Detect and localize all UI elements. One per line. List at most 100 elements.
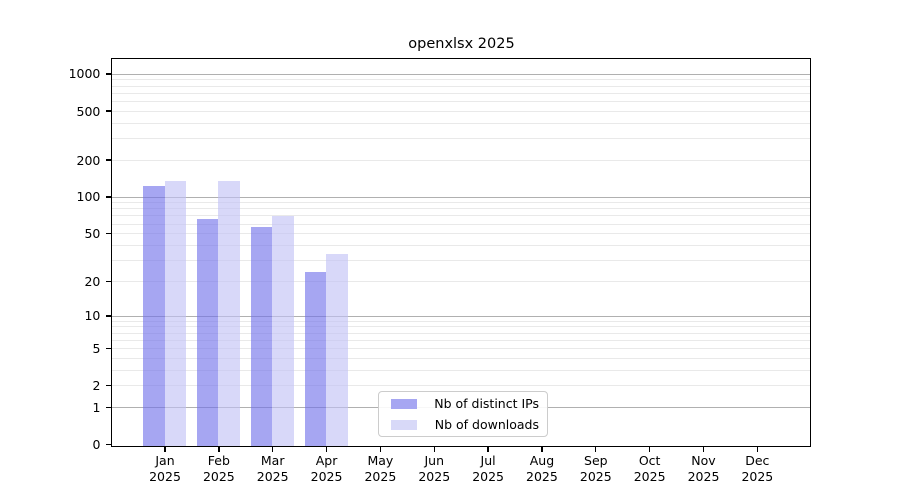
minor-gridline	[112, 215, 810, 217]
legend-swatch-downloads	[391, 419, 417, 430]
y-tick-mark	[106, 110, 112, 112]
x-tick-year: 2025	[687, 469, 720, 485]
y-tick-label: 1000	[68, 66, 101, 82]
minor-gridline	[112, 280, 810, 282]
y-tick-label: 2	[92, 378, 101, 394]
x-tick-label-feb: Feb 2025	[189, 453, 249, 486]
major-gridline	[112, 315, 810, 317]
chart-title: openxlsx 2025	[408, 36, 515, 52]
y-tick-label: 5	[92, 340, 101, 356]
bar-distinct-ips-mar	[250, 227, 273, 446]
legend-item-downloads: Nb of downloads	[387, 416, 539, 433]
x-tick-label-oct: Oct 2025	[620, 453, 680, 486]
x-tick-month: Apr	[315, 452, 338, 468]
minor-gridline	[112, 138, 810, 140]
y-tick-label: 100	[76, 189, 101, 205]
minor-gridline	[112, 85, 810, 87]
y-tick-label: 1	[92, 399, 101, 415]
bar-downloads-jan	[164, 181, 187, 446]
bar-downloads-feb	[218, 181, 240, 446]
x-tick-mark	[218, 446, 220, 452]
y-tick-mark	[106, 347, 112, 350]
major-gridline	[112, 73, 810, 75]
bar-distinct-ips-apr	[304, 272, 327, 446]
x-tick-month: Jul	[480, 452, 496, 468]
x-tick-label-sep: Sep 2025	[566, 453, 626, 486]
x-tick-year: 2025	[579, 469, 612, 485]
minor-gridline	[112, 385, 810, 387]
x-tick-mark	[648, 446, 651, 452]
legend-swatch-distinct-ips	[391, 398, 417, 409]
x-tick-label-jun: Jun 2025	[404, 453, 464, 486]
x-tick-year: 2025	[633, 469, 666, 485]
x-tick-year: 2025	[256, 469, 289, 485]
y-tick-mark	[106, 159, 112, 161]
x-tick-label-dec: Dec 2025	[727, 453, 787, 486]
x-tick-year: 2025	[310, 469, 343, 485]
bar-downloads-mar	[272, 215, 294, 446]
y-tick-mark	[106, 315, 112, 317]
x-tick-year: 2025	[202, 469, 235, 485]
y-tick-mark	[106, 73, 112, 75]
x-tick-month: Jun	[424, 452, 445, 468]
minor-gridline	[112, 202, 810, 204]
x-tick-mark	[433, 446, 435, 452]
x-tick-year: 2025	[149, 469, 181, 485]
x-tick-month: Nov	[691, 452, 716, 468]
legend-label: Nb of distinct IPs	[434, 396, 539, 411]
x-tick-month: Aug	[529, 452, 555, 468]
minor-gridline	[112, 233, 810, 235]
x-tick-year: 2025	[364, 469, 397, 485]
x-tick-year: 2025	[418, 469, 451, 485]
minor-gridline	[112, 259, 810, 261]
x-tick-month: Mar	[260, 452, 285, 468]
x-tick-mark	[541, 446, 543, 452]
minor-gridline	[112, 223, 810, 225]
minor-gridline	[112, 244, 810, 246]
y-tick-mark	[106, 384, 112, 387]
x-tick-month: Oct	[638, 452, 661, 468]
minor-gridline	[112, 326, 810, 328]
minor-gridline	[112, 159, 810, 161]
x-tick-mark	[756, 446, 759, 452]
x-tick-month: Sep	[584, 452, 608, 468]
y-tick-label: 500	[76, 103, 101, 119]
x-tick-mark	[164, 446, 166, 452]
x-tick-mark	[379, 446, 382, 452]
x-tick-year: 2025	[472, 469, 504, 485]
minor-gridline	[112, 357, 810, 359]
bar-downloads-apr	[326, 254, 348, 446]
y-tick-label: 0	[92, 437, 101, 452]
major-gridline	[112, 196, 810, 198]
x-tick-mark	[325, 446, 328, 452]
legend-item-distinct-ips: Nb of distinct IPs	[387, 395, 539, 412]
bar-distinct-ips-feb	[196, 219, 219, 446]
x-tick-mark	[595, 446, 597, 452]
minor-gridline	[112, 92, 810, 94]
x-tick-label-mar: Mar 2025	[243, 453, 303, 486]
minor-gridline	[112, 369, 810, 371]
minor-gridline	[112, 332, 810, 334]
bar-distinct-ips-jan	[143, 185, 165, 446]
y-tick-label: 200	[76, 152, 101, 168]
x-tick-mark	[487, 446, 489, 452]
minor-gridline	[112, 122, 810, 124]
legend-label: Nb of downloads	[434, 417, 539, 432]
y-tick-mark	[106, 443, 112, 446]
minor-gridline	[112, 320, 810, 322]
y-tick-mark	[106, 232, 112, 235]
y-tick-label: 50	[84, 226, 101, 242]
x-tick-label-aug: Aug 2025	[512, 453, 572, 486]
x-tick-mark	[272, 446, 274, 452]
x-tick-month: Dec	[745, 452, 770, 468]
x-tick-label-jan: Jan 2025	[135, 453, 195, 486]
x-tick-label-may: May 2025	[350, 453, 410, 486]
x-tick-month: May	[367, 452, 394, 468]
y-tick-mark	[106, 196, 112, 198]
y-tick-label: 20	[84, 273, 101, 289]
minor-gridline	[112, 79, 810, 81]
x-tick-label-apr: Apr 2025	[297, 453, 357, 486]
legend: Nb of distinct IPs Nb of downloads	[378, 391, 548, 437]
minor-gridline	[112, 110, 810, 112]
